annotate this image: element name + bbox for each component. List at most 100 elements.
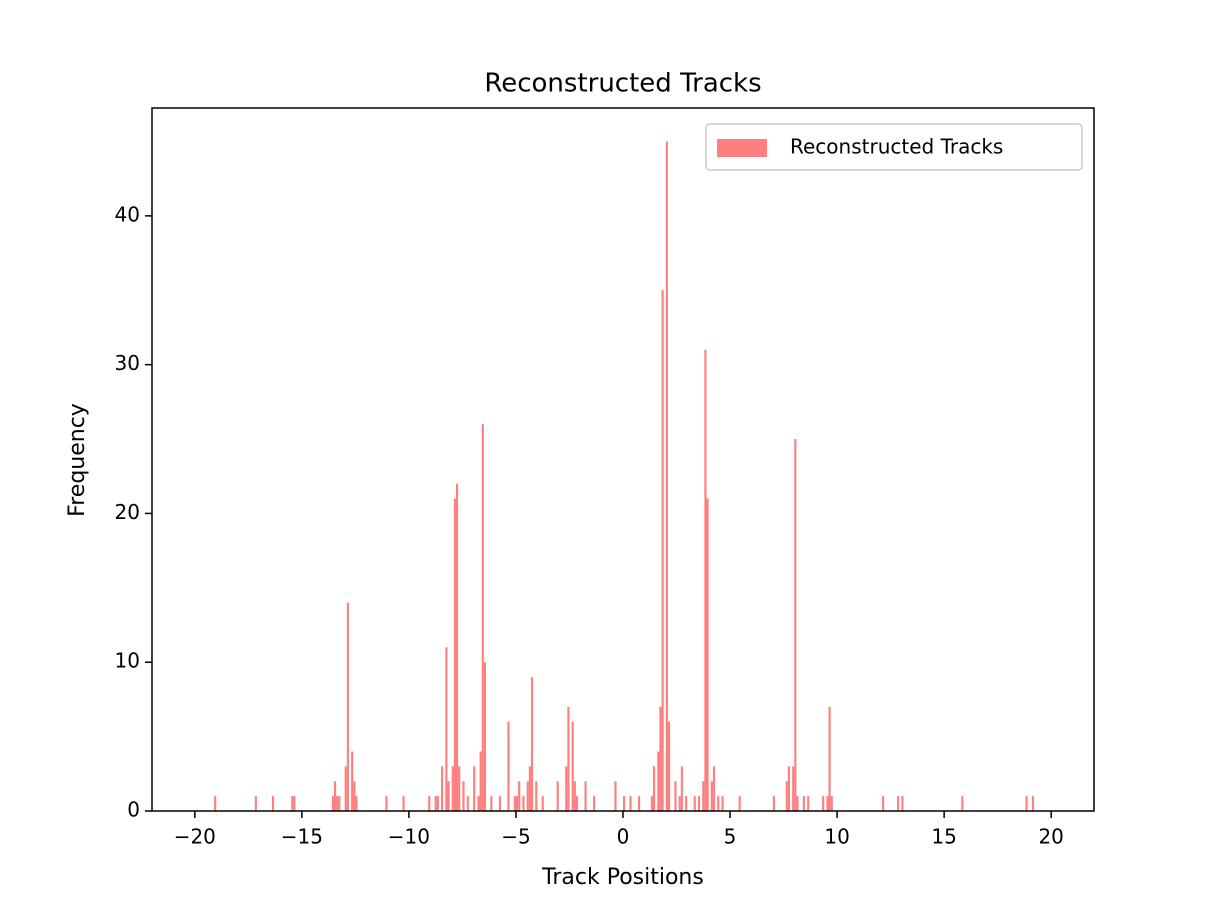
x-tick-label: 15	[931, 825, 956, 849]
histogram-bar	[477, 796, 480, 811]
histogram-bar	[451, 766, 454, 811]
y-tick-label: 30	[115, 351, 140, 375]
histogram-bar	[338, 796, 341, 811]
histogram-bar	[458, 766, 461, 811]
histogram-bar	[336, 796, 339, 811]
histogram-bar	[214, 796, 217, 811]
histogram-bar	[462, 781, 465, 811]
histogram-bar	[826, 796, 829, 811]
x-tick-label: −10	[388, 825, 430, 849]
histogram-bar	[351, 751, 354, 811]
histogram-bar	[254, 796, 257, 811]
histogram-bar	[697, 796, 701, 811]
y-axis-label: Frequency	[65, 403, 90, 517]
x-tick-label: −15	[281, 825, 323, 849]
x-tick-label: 10	[824, 825, 849, 849]
histogram-bar	[441, 766, 444, 811]
x-tick-label: 5	[724, 825, 737, 849]
histogram-bar	[584, 781, 587, 811]
y-tick-label: 20	[115, 500, 140, 524]
histogram-bar	[498, 796, 501, 811]
y-tick-label: 10	[115, 649, 140, 673]
histogram-bar	[571, 721, 574, 811]
histogram-bar	[556, 781, 559, 811]
histogram-bar	[629, 796, 632, 811]
histogram-bar	[513, 796, 516, 811]
x-tick-label: −5	[501, 825, 530, 849]
legend: Reconstructed Tracks	[705, 123, 1083, 171]
histogram-bar	[787, 766, 790, 811]
histogram-bar	[541, 796, 544, 811]
legend-label: Reconstructed Tracks	[790, 135, 1003, 159]
histogram-bar	[712, 766, 716, 811]
histogram-bar	[796, 796, 799, 811]
histogram-bar	[593, 796, 596, 811]
histogram-bar	[535, 781, 538, 811]
histogram-bar	[721, 796, 724, 811]
histogram-bar	[661, 290, 664, 811]
histogram-bar	[704, 349, 707, 811]
x-axis-label: Track Positions	[541, 865, 704, 890]
histogram-bar	[807, 796, 810, 811]
histogram-bar	[518, 781, 521, 811]
histogram-bar	[507, 721, 510, 811]
histogram-bar	[479, 751, 482, 811]
histogram-bar	[428, 796, 431, 811]
histogram-bar	[346, 602, 349, 811]
histogram-bar	[522, 796, 525, 811]
histogram-bar	[456, 483, 459, 811]
histogram-bar	[665, 141, 668, 811]
histogram-bar	[473, 766, 476, 811]
histogram-bar	[680, 766, 683, 811]
histogram-bar	[830, 796, 833, 811]
histogram-bar	[291, 796, 294, 811]
histogram-bar	[1025, 796, 1028, 811]
histogram-bar	[567, 706, 570, 811]
histogram-bar	[772, 796, 776, 811]
histogram-bar	[678, 796, 681, 811]
histogram-bar	[822, 796, 825, 811]
histogram-bar	[657, 751, 660, 811]
histogram-bar	[614, 781, 617, 811]
histogram-bar	[333, 781, 337, 811]
histogram-bar	[738, 796, 741, 811]
x-tick-label: 0	[617, 825, 630, 849]
histogram-bar	[882, 796, 885, 811]
histogram-bar	[490, 796, 493, 811]
histogram-bar	[453, 498, 457, 811]
legend-swatch	[717, 139, 767, 157]
histogram-bar	[792, 766, 795, 811]
histogram-bar	[575, 796, 579, 811]
histogram-bar	[528, 766, 531, 811]
histogram-bar	[802, 796, 805, 811]
legend-box	[705, 123, 1083, 171]
chart-title: Reconstructed Tracks	[484, 69, 761, 99]
x-tick-label: −20	[174, 825, 216, 849]
y-tick-label: 40	[115, 202, 140, 226]
y-tick-label: 0	[127, 798, 140, 822]
histogram-bar	[828, 706, 831, 811]
histogram-bar	[794, 439, 797, 811]
histogram-bar	[447, 781, 450, 811]
histogram-bar	[436, 796, 439, 811]
histogram-bar	[385, 796, 388, 811]
histogram-bar	[481, 424, 484, 811]
histogram-bar	[961, 796, 964, 811]
histogram-bar	[637, 796, 641, 811]
histogram-bar	[785, 781, 788, 811]
histogram-bar	[271, 796, 275, 811]
histogram-bar	[706, 498, 709, 811]
histogram-bar	[901, 796, 904, 811]
histogram-bar	[573, 781, 576, 811]
histogram-bar	[355, 796, 358, 811]
histogram-bar	[530, 677, 534, 811]
histogram-bar	[293, 796, 296, 811]
x-tick-label: 20	[1038, 825, 1063, 849]
histogram-bar	[402, 796, 405, 811]
histogram-bar	[623, 796, 626, 811]
histogram-bar	[652, 766, 656, 811]
histogram-bar	[526, 781, 529, 811]
histogram-bar	[445, 647, 448, 811]
histogram-bar	[353, 781, 356, 811]
